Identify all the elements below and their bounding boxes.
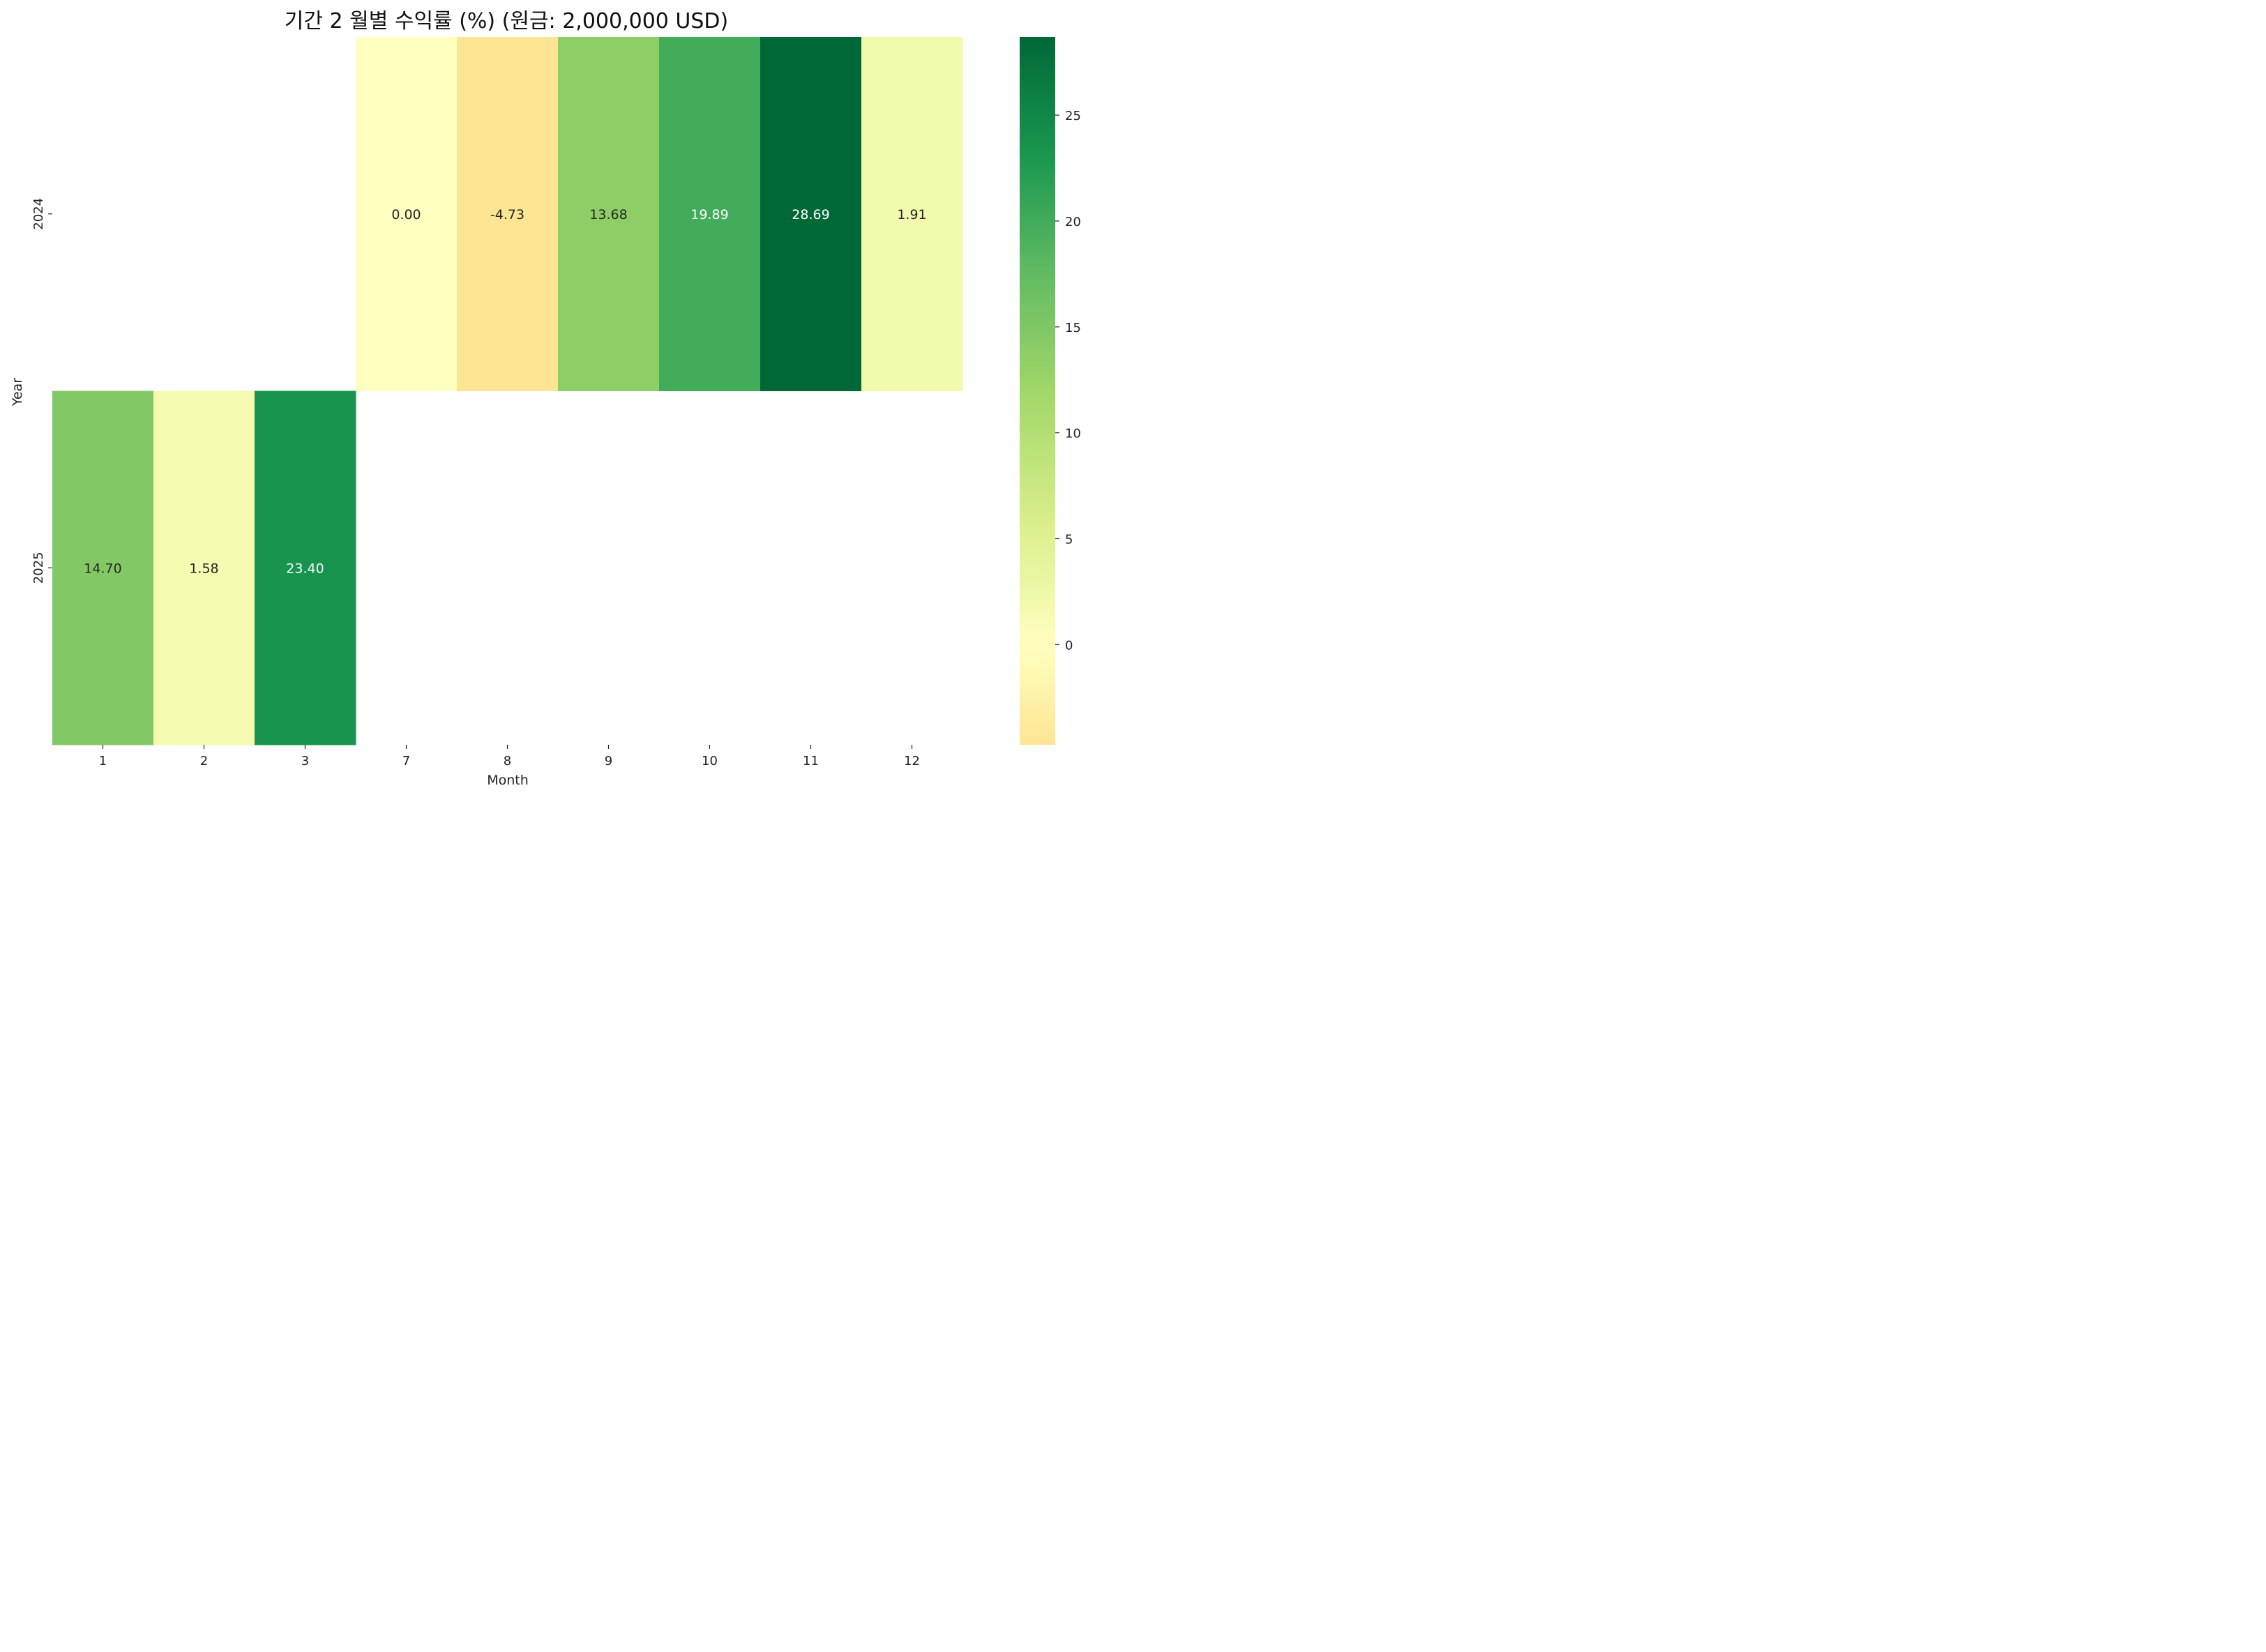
x-tick-label: 7: [402, 754, 410, 768]
x-tick-label: 8: [504, 754, 511, 768]
x-tick-label: 2: [200, 754, 208, 768]
cell-value-label: 0.00: [391, 207, 421, 222]
y-tick-label: 2025: [31, 552, 46, 584]
x-tick-label: 11: [803, 754, 819, 768]
cell-value-label: 28.69: [792, 207, 829, 222]
colorbar-tick-label: 10: [1065, 427, 1081, 441]
heatmap-chart: 기간 2 월별 수익률 (%) (원금: 2,000,000 USD) 0.00…: [10, 9, 1081, 788]
cell-value-label: 1.91: [897, 207, 926, 222]
colorbar-ticks: 0 5 10 15 20 25: [1055, 109, 1081, 653]
colorbar-tick-label: 20: [1065, 215, 1081, 229]
chart-title: 기간 2 월별 수익률 (%) (원금: 2,000,000 USD): [285, 9, 728, 33]
colorbar: [1020, 37, 1055, 745]
colorbar-tick-label: 5: [1065, 532, 1073, 547]
x-tick-label: 1: [99, 754, 107, 768]
heatmap-cell: [659, 37, 761, 391]
x-tick-label: 9: [605, 754, 612, 768]
heatmap-cells: [52, 37, 963, 745]
y-axis-label: Year: [10, 378, 25, 407]
colorbar-tick-label: 15: [1065, 321, 1081, 335]
cell-value-label: 1.58: [189, 561, 218, 576]
heatmap-cell: [457, 37, 559, 391]
heatmap-cell: [356, 37, 458, 391]
cell-value-label: -4.73: [490, 207, 524, 222]
heatmap-cell: [153, 391, 255, 745]
x-axis-label: Month: [487, 773, 529, 788]
heatmap-cell-labels: 0.00 -4.73 13.68 19.89 28.69 1.91 14.70 1.58 23.…: [84, 207, 926, 577]
x-tick-label: 12: [904, 754, 920, 768]
cell-value-label: 14.70: [84, 561, 121, 576]
x-tick-label: 3: [301, 754, 309, 768]
x-axis-ticks: 1 2 3 7 8 9 10 11 12: [99, 745, 920, 768]
x-tick-label: 10: [702, 754, 718, 768]
heatmap-cell: [861, 37, 963, 391]
y-axis-ticks: 2024 2025: [31, 198, 52, 584]
cell-value-label: 19.89: [690, 207, 728, 222]
y-tick-label: 2024: [31, 198, 46, 230]
heatmap-cell: [52, 391, 154, 745]
heatmap-cell: [558, 37, 660, 391]
colorbar-tick-label: 0: [1065, 638, 1073, 653]
cell-value-label: 23.40: [286, 561, 324, 576]
colorbar-tick-label: 25: [1065, 109, 1081, 123]
cell-value-label: 13.68: [589, 207, 627, 222]
heatmap-cell: [760, 37, 862, 391]
heatmap-cell: [255, 391, 356, 745]
